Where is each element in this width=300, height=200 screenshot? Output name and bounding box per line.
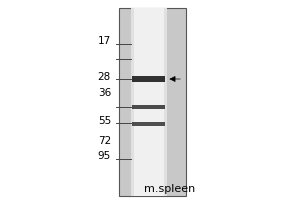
Text: 95: 95 xyxy=(98,151,111,161)
Bar xyxy=(134,8,164,196)
Text: 17: 17 xyxy=(98,36,111,46)
Text: 55: 55 xyxy=(98,116,111,126)
Text: m.spleen: m.spleen xyxy=(144,184,195,194)
Bar xyxy=(130,8,166,196)
Bar xyxy=(132,105,165,109)
Text: 28: 28 xyxy=(98,72,111,82)
Bar xyxy=(132,76,165,82)
Bar xyxy=(132,122,165,126)
Text: 72: 72 xyxy=(98,136,111,146)
Bar xyxy=(118,8,186,196)
Text: 36: 36 xyxy=(98,88,111,98)
